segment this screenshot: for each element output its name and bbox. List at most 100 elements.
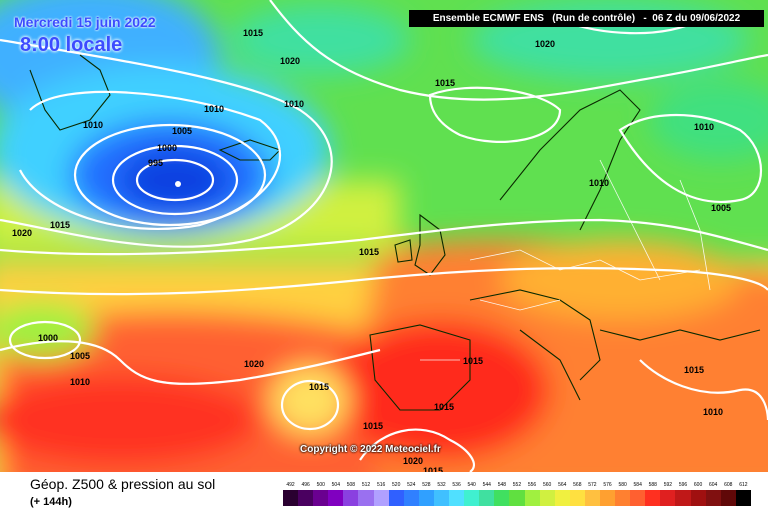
isobar-label: 1015	[435, 78, 455, 88]
model-info-banner: Ensemble ECMWF ENS (Run de contrôle) - 0…	[409, 10, 764, 27]
low-pressure-marker	[175, 181, 181, 187]
legend-swatch	[615, 490, 631, 506]
isobar-label: 1020	[403, 456, 423, 466]
copyright-text: Copyright © 2022 Meteociel.fr	[300, 444, 441, 455]
legend-swatch	[494, 490, 510, 506]
isobar-label: 1010	[204, 104, 224, 114]
legend-value: 544	[482, 482, 491, 488]
isobar-label: 1010	[694, 122, 714, 132]
isobar-label: 1005	[172, 126, 192, 136]
legend-swatch	[720, 490, 736, 506]
isobar-label: 1010	[589, 178, 609, 188]
legend-value: 572	[588, 482, 597, 488]
legend-labels: 492 496 500 504 508 512 516 520 524 528 532 536 540 5…	[283, 481, 751, 490]
legend-swatch	[509, 490, 525, 506]
legend-swatch	[599, 490, 616, 506]
isobar-label: 995	[148, 158, 163, 168]
legend-value: 540	[467, 482, 476, 488]
legend-swatch	[313, 490, 329, 506]
legend-value: 492	[286, 482, 295, 488]
legend-value: 608	[724, 482, 733, 488]
legend-swatch	[449, 490, 465, 506]
legend-value: 552	[512, 482, 522, 488]
isobar-labels: 1015 1020 1010 1015 1010 1010 1005 1000 …	[12, 28, 731, 472]
isobar-label: 1015	[363, 421, 383, 431]
legend-value: 560	[542, 482, 552, 488]
weather-map: 1015 1020 1010 1015 1010 1010 1005 1000 …	[0, 0, 768, 472]
legend-value: 504	[331, 482, 340, 488]
legend-swatch	[645, 490, 661, 506]
legend-swatch	[479, 490, 495, 506]
color-legend: 492 496 500 504 508 512 516 520 524 528 532 536 540 5…	[283, 481, 751, 509]
isobar-label: 1015	[359, 247, 379, 257]
legend-swatch	[418, 490, 434, 506]
legend-swatch	[660, 490, 676, 506]
isobar-label: 1020	[12, 228, 32, 238]
isobar-label: 1015	[463, 356, 483, 366]
legend-value: 600	[693, 482, 703, 488]
legend-value: 604	[709, 482, 718, 488]
legend-swatch	[403, 490, 419, 506]
legend-value: 532	[437, 482, 446, 488]
legend-swatch	[343, 490, 359, 506]
isobar-label: 1005	[70, 351, 90, 361]
footer-title: Géop. Z500 & pression au sol	[30, 476, 216, 492]
legend-swatch	[464, 490, 480, 506]
isobar-label: 1020	[244, 359, 264, 369]
isobar-label: 1015	[243, 28, 263, 38]
legend-swatch	[283, 490, 299, 506]
legend-value: 528	[422, 482, 431, 488]
isobar-label: 1000	[38, 333, 58, 343]
legend-swatch	[690, 490, 706, 506]
legend-value: 496	[301, 482, 310, 488]
coastlines	[29, 54, 761, 411]
isobar-label: 1015	[684, 365, 704, 375]
isobar-label: 1015	[434, 402, 454, 412]
legend-swatch	[388, 490, 404, 506]
legend-value: 612	[739, 482, 748, 488]
legend-value: 520	[392, 482, 401, 488]
legend-swatch	[554, 490, 570, 506]
legend-swatch	[584, 490, 600, 506]
isobar-label: 1010	[703, 407, 723, 417]
legend-value: 592	[663, 482, 673, 488]
legend-value: 556	[527, 482, 537, 488]
legend-swatch	[358, 490, 374, 506]
isobar-label: 1020	[535, 39, 555, 49]
legend-value: 580	[618, 482, 627, 488]
legend-value: 512	[361, 482, 371, 488]
legend-value: 576	[603, 482, 612, 488]
legend-swatch	[569, 490, 585, 506]
legend-value: 524	[407, 482, 416, 488]
footer-subtitle: (+ 144h)	[30, 496, 72, 508]
legend-swatch	[298, 490, 314, 506]
legend-swatch	[373, 490, 389, 506]
legend-swatch	[433, 490, 450, 506]
legend-swatch	[675, 490, 691, 506]
isobar-label: 1015	[309, 382, 329, 392]
footer-bar: Géop. Z500 & pression au sol (+ 144h) 49…	[0, 472, 768, 512]
legend-swatch	[735, 490, 751, 506]
isobar-label: 1020	[280, 56, 300, 66]
isobar-label: 1000	[157, 143, 177, 153]
legend-swatch	[705, 490, 721, 506]
forecast-time: 8:00 locale	[20, 34, 123, 56]
legend-value: 548	[497, 482, 507, 488]
legend-swatch	[524, 490, 540, 506]
isobar-label: 1005	[711, 203, 731, 213]
legend-value: 508	[346, 482, 356, 488]
legend-value: 596	[678, 482, 688, 488]
legend-value: 588	[648, 482, 657, 488]
isobars	[0, 0, 768, 472]
legend-swatch	[328, 490, 344, 506]
isobar-label: 1010	[284, 99, 304, 109]
country-borders	[420, 159, 711, 361]
legend-value: 500	[316, 482, 325, 488]
legend-swatches	[283, 490, 751, 506]
legend-swatch	[630, 490, 646, 506]
legend-value: 564	[558, 482, 567, 488]
legend-value: 568	[573, 482, 582, 488]
isobar-label: 1015	[50, 220, 70, 230]
isobar-label: 1010	[83, 120, 103, 130]
